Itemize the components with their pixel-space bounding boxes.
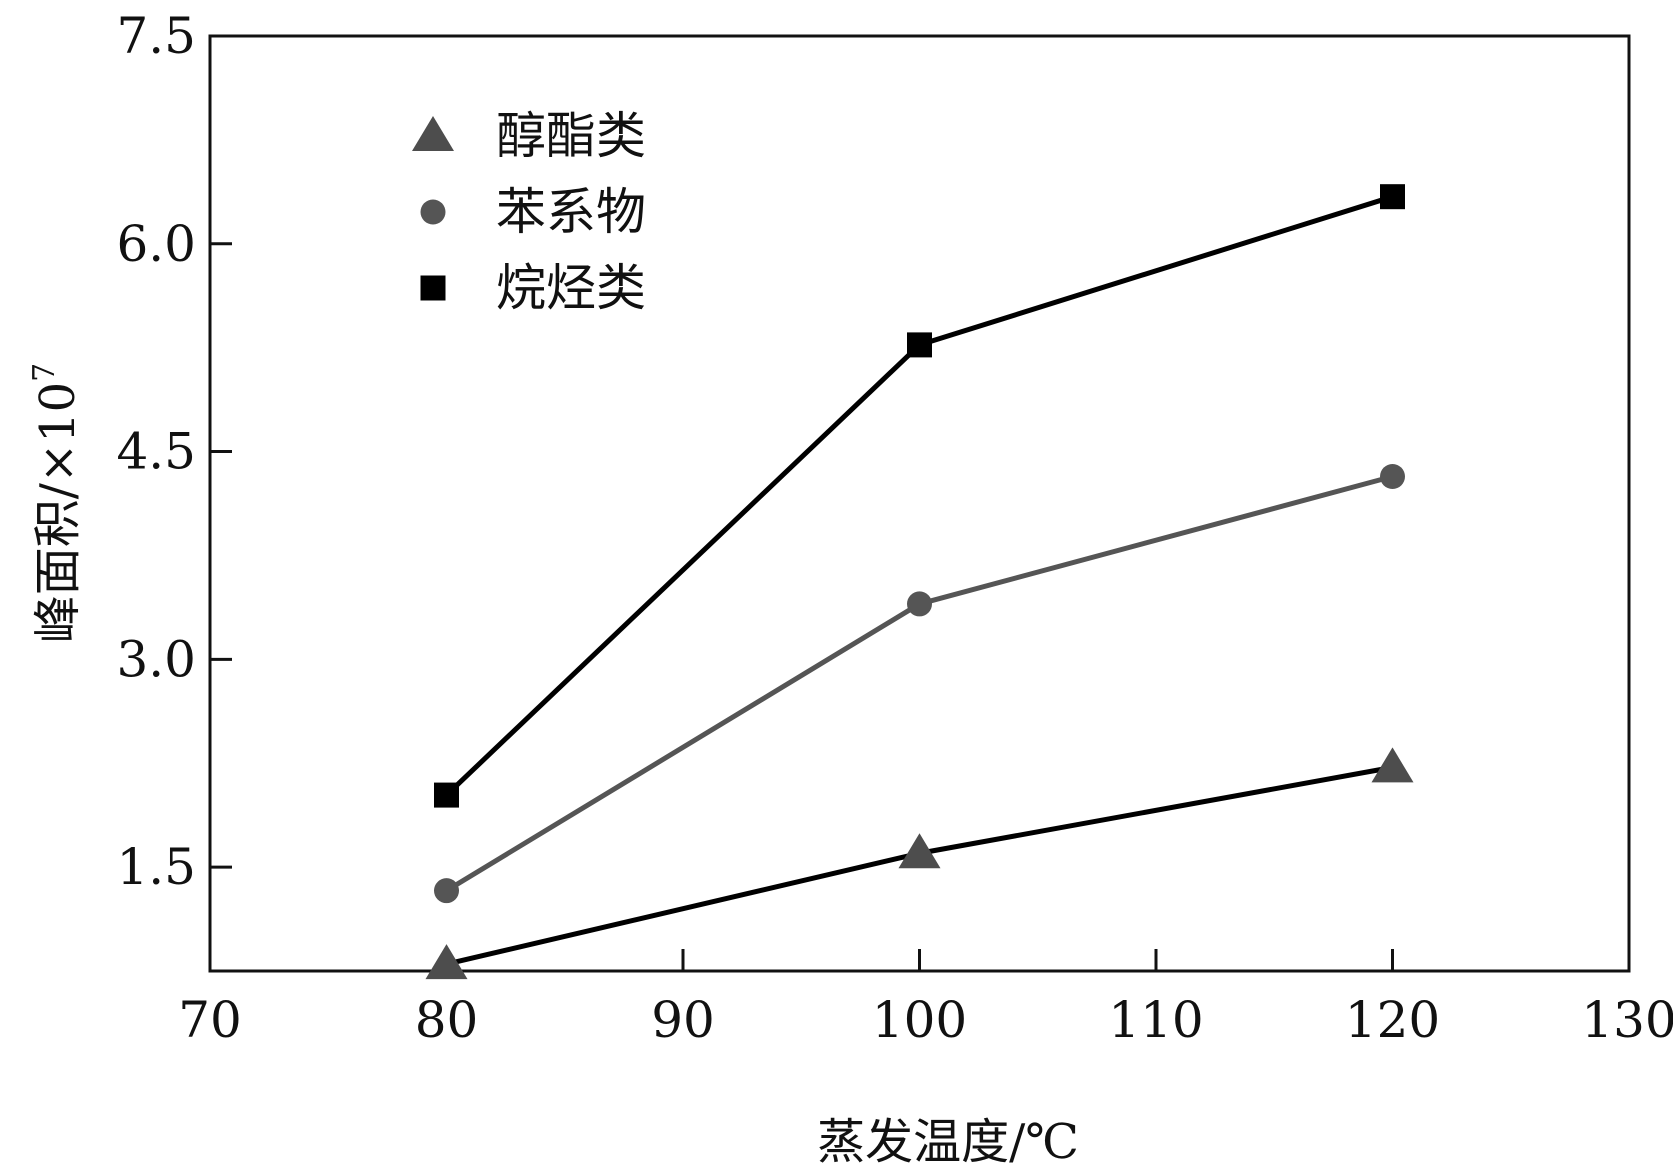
y-tick-label: 7.5 <box>116 7 196 65</box>
x-tick-label: 110 <box>1108 991 1203 1049</box>
x-tick-label: 120 <box>1345 991 1440 1049</box>
data-point-triangle <box>898 833 941 869</box>
data-point-square <box>1380 184 1405 210</box>
axis-ticks <box>210 242 1394 971</box>
tick-labels: 70 80 90 100 110 120 130 1.5 3.0 4.5 6.0 7.5 <box>116 7 1673 1049</box>
plot-frame <box>208 34 1631 973</box>
x-tick-label: 80 <box>415 991 479 1049</box>
y-tick-label: 6.0 <box>116 215 196 273</box>
y-tick-label: 4.5 <box>116 423 196 481</box>
y-axis-title-exponent: 7 <box>27 363 62 382</box>
series-line-circle <box>445 474 1394 893</box>
data-point-circle <box>907 591 932 617</box>
data-point-triangle <box>1371 747 1414 783</box>
data-point-circle <box>434 878 459 904</box>
data-point-triangle <box>425 944 468 980</box>
legend-label: 苯系物 <box>496 183 646 241</box>
legend-label: 烷烃类 <box>496 259 646 317</box>
x-tick-label: 90 <box>651 991 715 1049</box>
data-point-square <box>434 782 459 808</box>
legend-item: 醇酯类 <box>412 107 646 165</box>
legend-label: 醇酯类 <box>496 107 646 165</box>
data-point-square <box>907 332 932 358</box>
x-axis-title: 蒸发温度/℃ <box>817 1114 1079 1170</box>
legend-item: 苯系物 <box>420 183 646 241</box>
y-tick-label: 3.0 <box>116 630 196 688</box>
data-point-circle <box>1380 463 1405 489</box>
y-tick-label: 1.5 <box>116 838 196 896</box>
y-axis-title: 峰面积/×107 <box>27 363 86 644</box>
x-tick-label: 100 <box>872 991 967 1049</box>
x-tick-label: 70 <box>178 991 242 1049</box>
legend-marker-square <box>420 275 446 301</box>
legend-marker-circle <box>420 199 446 225</box>
x-tick-label: 130 <box>1581 991 1673 1049</box>
legend-item: 烷烃类 <box>420 259 646 317</box>
y-axis-title-text: 峰面积/×10 <box>30 382 86 643</box>
legend-marker-triangle <box>412 116 454 151</box>
series-markers <box>425 184 1414 980</box>
